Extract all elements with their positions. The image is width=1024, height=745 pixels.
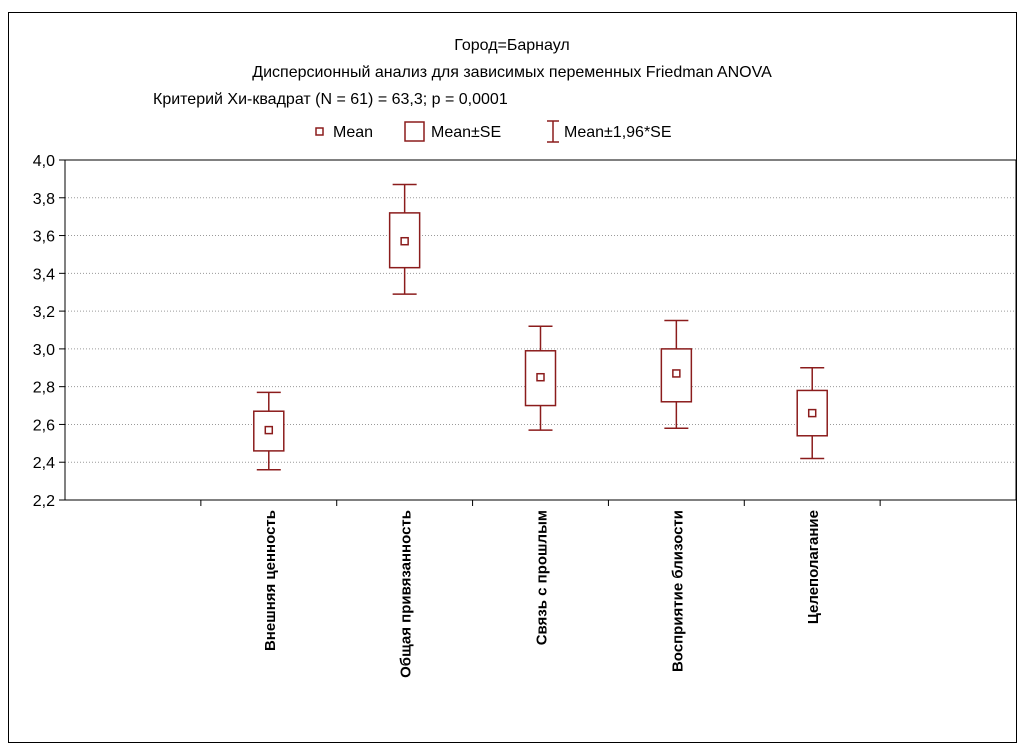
box-whisker-group — [524, 325, 557, 431]
y-tick-label: 2,4 — [33, 455, 55, 472]
legend-mean-marker — [315, 127, 324, 136]
y-tick-label: 3,2 — [33, 304, 55, 321]
chart-title-line-1: Город=Барнаул — [454, 37, 569, 54]
legend-se-label: Mean±SE — [431, 124, 501, 141]
box-whisker-group — [796, 367, 828, 460]
y-tick-label: 4,0 — [33, 153, 55, 170]
plot-frame — [64, 159, 1017, 501]
x-category-label: Общая привязанность — [398, 510, 415, 678]
chart-title-line-2: Дисперсионный анализ для зависимых перем… — [252, 64, 772, 81]
mean-marker — [400, 236, 409, 246]
y-tick-label: 2,8 — [33, 380, 55, 397]
y-tick-label: 2,2 — [33, 493, 55, 510]
plot-area: 2,2 2,4 2,6 2,8 3,0 3,2 3,4 3,6 3,8 4,0 Внешняя це… — [33, 153, 1017, 678]
y-tick-label: 2,6 — [33, 417, 55, 434]
legend-ci-label: Mean±1,96*SE — [564, 124, 672, 141]
x-category-label: Внешняя ценность — [262, 510, 279, 651]
y-tick-label: 3,6 — [33, 229, 55, 246]
mean-marker — [264, 425, 274, 435]
chart-title-line-3: Критерий Хи-квадрат (N = 61) = 63,3; p =… — [153, 91, 508, 108]
mean-marker — [672, 369, 681, 378]
mean-marker — [807, 408, 817, 418]
box-whisker-group — [253, 391, 285, 471]
y-tick-label: 3,8 — [33, 191, 55, 208]
mean-marker — [536, 372, 545, 382]
x-category-label: Целеполагание — [805, 510, 822, 624]
box-whisker-group — [660, 319, 693, 429]
y-tick-label: 3,0 — [33, 342, 55, 359]
y-tick-label: 3,4 — [33, 266, 55, 283]
legend-ci-whisker-marker — [547, 120, 559, 143]
chart-border — [8, 12, 1017, 743]
x-category-label: Связь с прошлым — [534, 510, 551, 645]
x-category-label: Восприятие близости — [669, 510, 686, 672]
chart-legend: Mean Mean±SE Mean±1,96*SE — [315, 120, 672, 143]
legend-mean-label: Mean — [333, 124, 373, 141]
box-whisker-group — [388, 183, 421, 295]
legend-se-box-marker — [404, 121, 425, 142]
